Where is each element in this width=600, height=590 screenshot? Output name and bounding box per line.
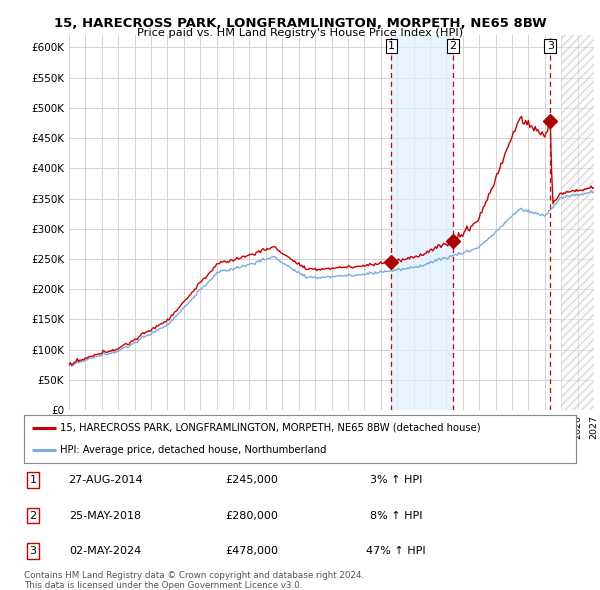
Text: 1: 1 <box>388 41 395 51</box>
Text: £245,000: £245,000 <box>226 476 278 485</box>
Text: 3% ↑ HPI: 3% ↑ HPI <box>370 476 422 485</box>
Text: 47% ↑ HPI: 47% ↑ HPI <box>366 546 426 556</box>
Bar <box>561 35 594 410</box>
Text: 27-AUG-2014: 27-AUG-2014 <box>68 476 142 485</box>
Text: £478,000: £478,000 <box>226 546 278 556</box>
Text: 3: 3 <box>29 546 37 556</box>
Text: This data is licensed under the Open Government Licence v3.0.: This data is licensed under the Open Gov… <box>24 581 302 589</box>
Text: 15, HARECROSS PARK, LONGFRAMLINGTON, MORPETH, NE65 8BW: 15, HARECROSS PARK, LONGFRAMLINGTON, MOR… <box>53 17 547 30</box>
Text: HPI: Average price, detached house, Northumberland: HPI: Average price, detached house, Nort… <box>60 445 326 455</box>
Text: 15, HARECROSS PARK, LONGFRAMLINGTON, MORPETH, NE65 8BW (detached house): 15, HARECROSS PARK, LONGFRAMLINGTON, MOR… <box>60 423 481 433</box>
Text: £280,000: £280,000 <box>226 511 278 520</box>
Text: Price paid vs. HM Land Registry's House Price Index (HPI): Price paid vs. HM Land Registry's House … <box>137 28 463 38</box>
Text: 8% ↑ HPI: 8% ↑ HPI <box>370 511 422 520</box>
Text: 2: 2 <box>29 511 37 520</box>
Text: 02-MAY-2024: 02-MAY-2024 <box>69 546 141 556</box>
Bar <box>391 35 453 410</box>
Text: 25-MAY-2018: 25-MAY-2018 <box>69 511 141 520</box>
Text: 3: 3 <box>547 41 554 51</box>
Bar <box>561 35 594 410</box>
Text: Contains HM Land Registry data © Crown copyright and database right 2024.: Contains HM Land Registry data © Crown c… <box>24 571 364 580</box>
Text: 1: 1 <box>29 476 37 485</box>
Text: 2: 2 <box>449 41 457 51</box>
